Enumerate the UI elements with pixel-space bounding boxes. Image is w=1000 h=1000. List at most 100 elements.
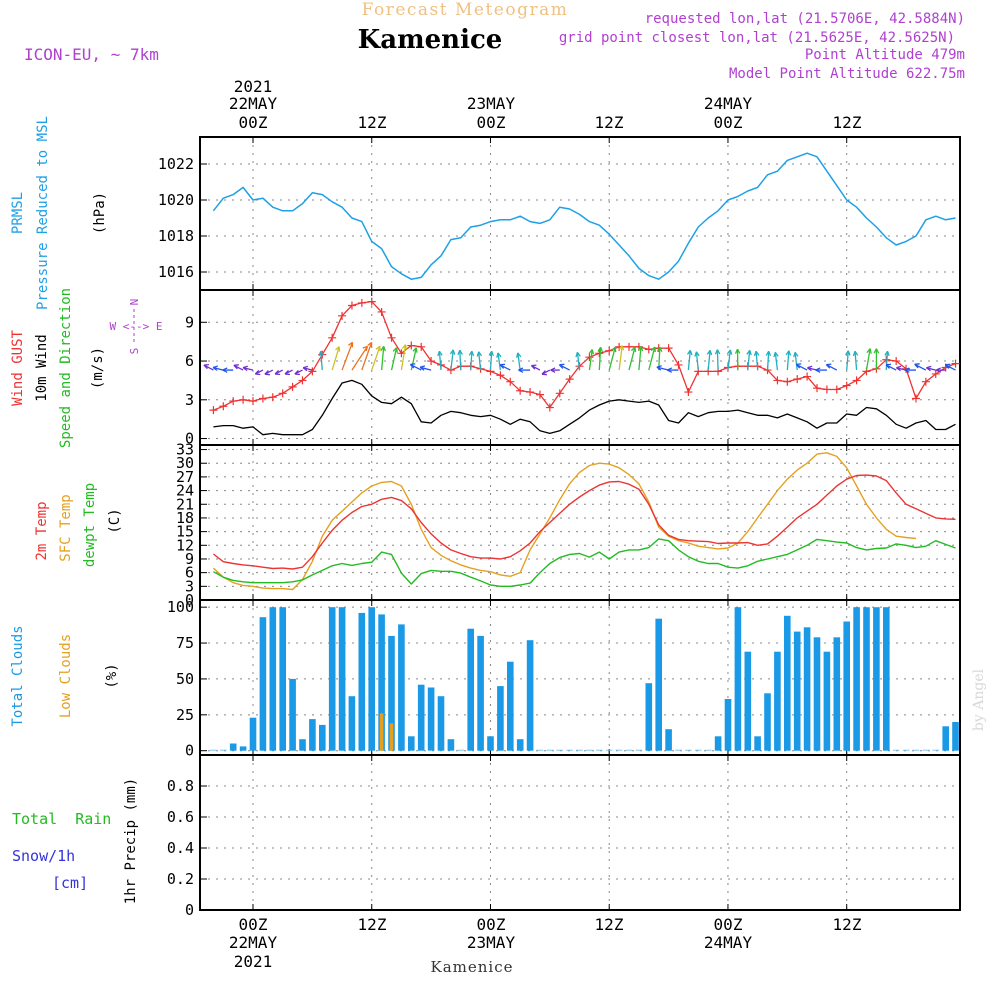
total-cloud-bar [902,749,910,751]
gust-marker [595,349,604,358]
top-hour-label: 00Z [714,113,743,132]
gust-marker [328,333,337,342]
clouds-unit: (%) [104,663,120,688]
gust-marker [308,367,317,376]
gust-marker [625,342,634,351]
gust-marker [951,359,960,368]
compass-west-east: W <--> E [110,320,163,333]
wind-direction-arrow [648,346,656,371]
wind-direction-arrow [727,349,731,371]
gust-marker [813,384,822,393]
wind-gust-line [213,300,956,411]
gust-marker [407,341,416,350]
precip-labels: Total Rain Snow/1h [cm] 1hr Precip (mm) [12,778,139,904]
wind-arrow-head [815,367,821,373]
total-cloud-bar [378,614,385,751]
gust-marker [516,386,525,395]
precip-panel: 0 0.2 0.4 0.6 0.8 [167,754,961,919]
total-cloud-bar [932,749,940,751]
cloud-labels: Total Clouds Low Clouds (%) [10,625,120,726]
wind-arrow-head [401,344,408,350]
total-cloud-bar [299,739,306,751]
total-cloud-bar [675,749,682,751]
footer-station: Kamenice [431,958,514,976]
total-cloud-bar [487,736,494,751]
total-cloud-bar [704,749,712,751]
gust-marker [209,406,218,415]
gust-marker [427,357,436,366]
wind-arrow-head [926,365,932,372]
bottom-hour-label: 12Z [833,915,862,934]
wind-arrow-head [944,363,951,369]
wind-direction-arrow [212,366,224,371]
cloud-panel: 0 25 50 75 100 [167,598,961,760]
y-tick-label: 9 [185,550,194,568]
wind-direction-arrow [517,352,521,371]
temp-2m-label: 2m Temp [34,501,50,560]
wind-arrow-head [866,348,872,354]
precip-unit: 1hr Precip (mm) [123,778,139,904]
total-cloud-bar [892,749,900,751]
total-cloud-bar [655,618,662,751]
temp-dew-label: dewpt Temp [82,483,98,567]
wind-direction-arrow [588,349,593,371]
wind-arrow-head [618,345,625,351]
gust-marker [278,389,287,398]
wind-arrow-head [437,350,443,357]
gust-marker [664,344,673,353]
total-cloud-bar [645,683,653,751]
total-cloud-bar [319,724,326,751]
wind-gust-label: Wind GUST [10,330,26,406]
wind-direction-arrow [459,350,462,371]
wind-direction-arrow [774,352,779,371]
grid-point-coords: grid point closest lon,lat (21.5625E, 42… [559,30,955,46]
snow-unit: [cm] [52,874,88,892]
gust-marker [822,385,831,394]
wind-arrow-head [488,350,495,357]
wind-direction-arrow [638,346,642,371]
wind-arrow-head [637,345,644,352]
low-cloud-bar [379,713,384,751]
wind-direction-arrow [320,351,323,371]
wind-arrow-head [773,351,779,358]
y-tick-label: 6 [185,564,194,582]
bottom-hour-label: 12Z [358,915,387,934]
wind-speed-line [213,379,956,436]
total-cloud-bar [576,749,583,751]
y-tick-label: 3 [185,391,194,409]
wind-arrow-head [726,349,733,355]
total-cloud-bar [536,749,544,751]
wind-arrow-head [753,350,760,357]
wind-arrow-head [873,348,880,354]
wind-arrow-head [468,350,475,357]
total-cloud-bar [912,749,920,751]
total-cloud-bar [447,739,455,751]
total-cloud-bar [526,640,534,751]
wind-arrow-head [558,363,565,369]
wind-arrow-head [335,346,341,352]
point-altitude: Point Altitude 479m [805,47,965,63]
top-time-axis: 2021 22MAY 23MAY 24MAY 00Z 12Z 00Z 12Z 0… [229,77,862,132]
top-hour-label: 00Z [239,113,268,132]
bottom-day-label: 22MAY [229,933,278,952]
gust-marker [565,375,574,384]
y-tick-label: 50 [176,670,194,688]
total-cloud-bar [249,717,257,751]
wind-arrow-head [318,350,324,357]
total-cloud-bar [625,749,633,751]
gust-marker [338,311,347,320]
wind-arrow-head [852,350,859,357]
low-cloud-bar [389,723,394,751]
y-tick-label: 12 [176,536,194,554]
wind-arrow-head [380,345,386,352]
gust-marker [911,394,920,403]
station-title: Kamenice [358,25,503,55]
wind-direction-arrow [331,346,340,371]
top-hour-label: 00Z [477,113,506,132]
wind-arrow-head [476,351,483,357]
wind-arrow-head [409,363,416,369]
wind-direction-arrow [716,349,719,371]
y-tick-label: 1018 [158,227,194,245]
snow-label: Snow/1h [12,847,75,865]
total-cloud-bar [220,749,227,751]
